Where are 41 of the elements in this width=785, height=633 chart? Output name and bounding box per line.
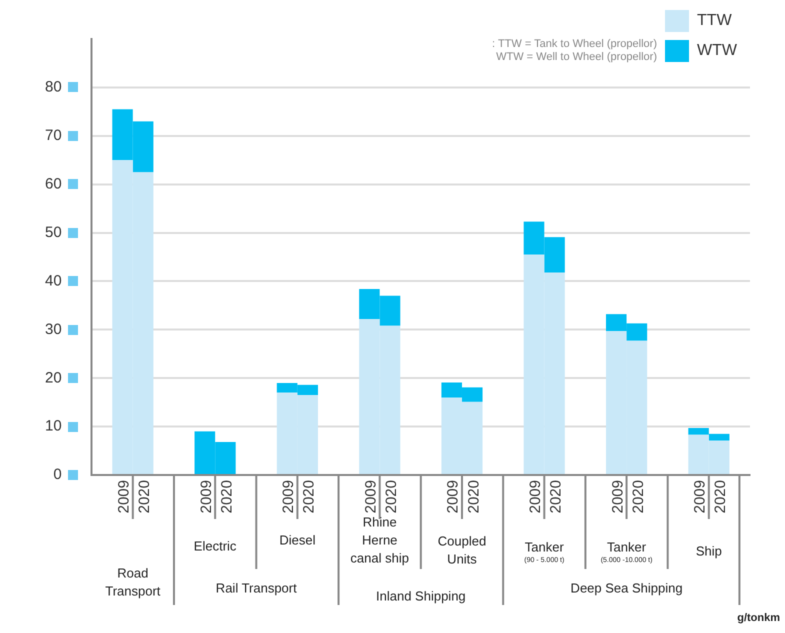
legend-label: WTW	[697, 42, 737, 60]
y-tick-label: 40	[44, 272, 62, 290]
text: Rail Transport	[216, 580, 298, 596]
y-tick-label: 0	[53, 466, 62, 484]
x-tick-label: 2009	[526, 480, 544, 514]
x-tick-label: 2020	[382, 480, 400, 514]
text: g/tonkm	[737, 612, 780, 624]
text: Rhine Herne canal ship	[350, 514, 409, 566]
text: Deep Sea Shipping	[570, 580, 683, 596]
y-tick-label: 70	[44, 127, 62, 144]
annotation: : TTW = Tank to Wheel (propellor)	[492, 38, 657, 50]
y-tick-label: 60	[44, 175, 62, 192]
legend-label: TTW	[697, 12, 732, 30]
x-tick-label: 2020	[136, 480, 154, 514]
x-tick-label: 2009	[280, 480, 298, 514]
x-tick-label: 2009	[116, 480, 133, 514]
text: Coupled Units	[438, 534, 486, 567]
text: Ship	[696, 544, 722, 559]
x-tick-label: 2020	[548, 480, 565, 514]
text: Inland Shipping	[376, 588, 466, 604]
text: Diesel	[279, 532, 316, 548]
x-tick-label: 2009	[444, 480, 462, 514]
annotation: WTW = Well to Wheel (propellor)	[496, 51, 657, 64]
x-tick-label: 2020	[465, 480, 482, 514]
x-tick-label: 2009	[362, 480, 380, 514]
y-tick-label: 20	[44, 369, 62, 386]
x-tick-label: 2009	[198, 480, 215, 514]
text: Road Transport	[105, 566, 161, 599]
y-tick-label: 80	[44, 78, 62, 96]
x-tick-label: 2009	[692, 480, 709, 514]
y-tick-label: 50	[44, 224, 62, 241]
x-tick-label: 2009	[609, 480, 626, 514]
x-tick-label: 2020	[218, 480, 236, 514]
x-tick-label: 2020	[300, 480, 318, 514]
x-tick-label: 2020	[630, 480, 647, 514]
y-tick-label: 10	[44, 418, 62, 435]
text: Tanker	[524, 540, 564, 555]
x-tick-label: 2020	[712, 480, 730, 514]
text: Electric	[194, 538, 237, 554]
text: Tanker	[607, 540, 647, 555]
y-tick-label: 30	[44, 320, 62, 338]
